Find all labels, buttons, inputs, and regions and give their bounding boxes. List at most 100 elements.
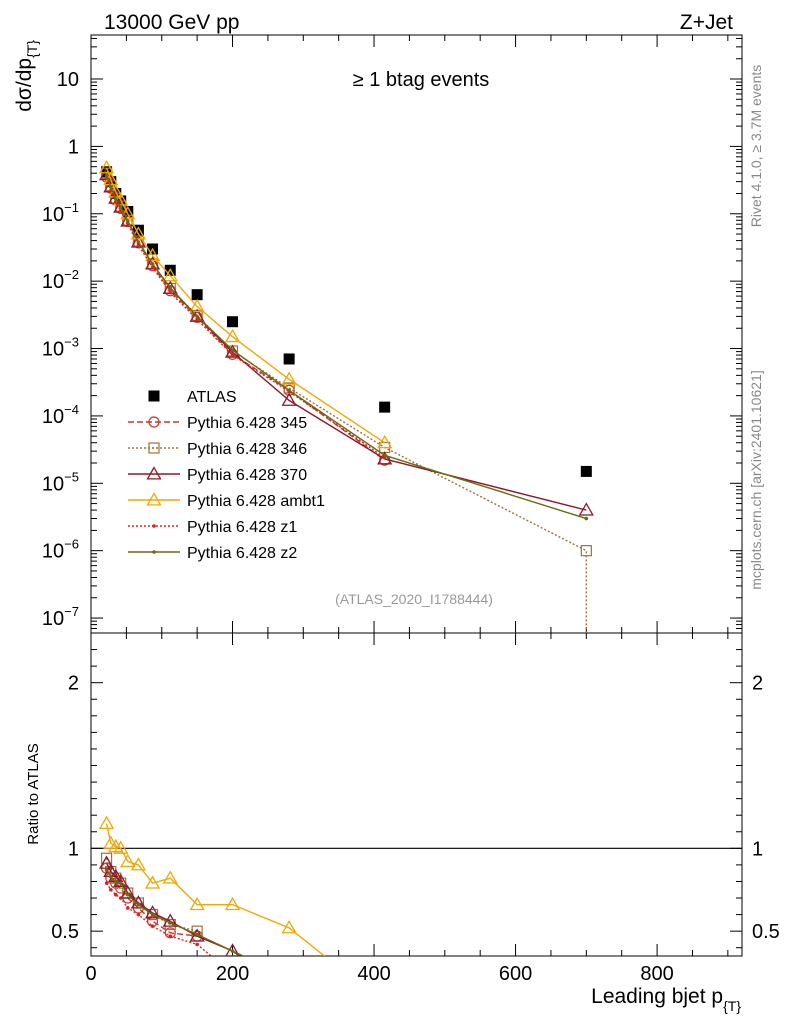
ratio-series-group bbox=[98, 815, 325, 956]
main-y-tick-label-exp: −2 bbox=[64, 267, 79, 282]
main-series-pythia-6-428-z2-marker bbox=[150, 262, 155, 266]
main-series-pythia-6-428-z1-marker bbox=[150, 265, 155, 270]
main-y-tick-label-exp: −1 bbox=[64, 200, 79, 215]
legend-item-pythia-6-428-346: Pythia 6.428 346 bbox=[128, 441, 307, 458]
ratio-series-pythia-6-428-ambt1-marker bbox=[281, 920, 297, 934]
ratio-y-tick-label: 2 bbox=[68, 673, 79, 695]
main-y-tick-label-base: 1 bbox=[68, 136, 79, 158]
ratio-series-pythia-6-428-ambt1 bbox=[98, 815, 325, 956]
ratio-series-pythia-6-428-z1 bbox=[104, 881, 212, 956]
main-series-pythia-6-428-z2-marker bbox=[287, 388, 291, 393]
main-series-pythia-6-428-346-marker bbox=[580, 545, 592, 557]
main-y-tick-label-base: 10 bbox=[42, 204, 64, 226]
main-series-pythia-6-428-ambt1-marker bbox=[377, 434, 393, 449]
ratio-y-axis-label: Ratio to ATLAS bbox=[25, 743, 42, 844]
main-series-pythia-6-428-z1-marker bbox=[230, 353, 235, 357]
main-series-pythia-6-428-z1-marker bbox=[195, 317, 199, 322]
main-series-pythia-6-428-370-marker bbox=[281, 392, 297, 406]
x-tick-label: 800 bbox=[640, 963, 673, 985]
ratio-series-pythia-6-428-z2-marker bbox=[118, 881, 123, 885]
main-series-pythia-6-428-z2-marker bbox=[584, 516, 589, 521]
main-series-pythia-6-428-ambt1-marker bbox=[144, 247, 161, 262]
main-y-tick-label: 10−7 bbox=[42, 604, 79, 630]
main-series-pythia-6-428-z2-marker bbox=[113, 197, 118, 201]
main-series-pythia-6-428-ambt1 bbox=[98, 160, 393, 449]
main-series-pythia-6-428-346-line bbox=[105, 172, 588, 633]
main-y-tick-label-base: 10 bbox=[42, 271, 64, 293]
main-y-tick-label-exp: −6 bbox=[64, 537, 79, 552]
main-series-atlas bbox=[101, 166, 592, 477]
x-axis-label-sub: {T} bbox=[723, 998, 741, 1014]
legend-item-pythia-6-428-ambt1: Pythia 6.428 ambt1 bbox=[128, 492, 325, 510]
ratio-series-pythia-6-428-ambt1-marker bbox=[144, 875, 161, 889]
main-series-pythia-6-428-ambt1-marker bbox=[120, 205, 136, 220]
main-y-tick-label-exp: −7 bbox=[64, 604, 79, 619]
legend-item-pythia-6-428-346-label: Pythia 6.428 346 bbox=[187, 441, 307, 458]
ratio-series-pythia-6-428-z1-marker bbox=[125, 906, 130, 910]
ratio-series-pythia-6-428-z1-marker bbox=[136, 912, 141, 917]
process-label: Z+Jet bbox=[680, 11, 733, 34]
energy-label: 13000 GeV pp bbox=[104, 11, 239, 34]
legend-item-pythia-6-428-z1-marker bbox=[152, 524, 156, 528]
main-series-pythia-6-428-z2-marker bbox=[118, 205, 123, 210]
main-series-pythia-6-428-370-marker bbox=[578, 502, 594, 516]
legend-item-pythia-6-428-z2-marker bbox=[152, 550, 156, 554]
main-series-pythia-6-428-z2-line bbox=[105, 175, 587, 520]
main-series-group bbox=[98, 160, 594, 633]
ratio-y-tick-label: 1 bbox=[68, 838, 79, 860]
ratio-series-pythia-6-428-z2-marker bbox=[109, 874, 113, 879]
main-series-pythia-6-428-z1-marker bbox=[168, 290, 173, 295]
ratio-series-pythia-6-428-z1-marker bbox=[104, 881, 109, 885]
main-series-pythia-6-428-ambt1-marker bbox=[224, 328, 241, 343]
selection-label: ≥ 1 btag events bbox=[353, 69, 490, 91]
main-series-atlas-marker bbox=[191, 289, 203, 301]
ratio-series-pythia-6-428-z2-marker bbox=[150, 912, 155, 917]
legend-item-pythia-6-428-z1-label: Pythia 6.428 z1 bbox=[187, 519, 297, 536]
main-y-axis-label-sub: {T} bbox=[24, 40, 40, 58]
main-y-tick-label: 10−3 bbox=[42, 335, 79, 361]
main-series-atlas-marker bbox=[122, 206, 134, 218]
main-series-pythia-6-428-346 bbox=[100, 167, 592, 633]
main-y-tick-label-base: 10 bbox=[42, 541, 64, 563]
ratio-series-pythia-6-428-z1-marker bbox=[109, 887, 113, 892]
main-y-tick-label-base: 10 bbox=[42, 406, 64, 428]
ratio-series-pythia-6-428-ambt1-marker bbox=[98, 815, 115, 830]
x-tick-label: 0 bbox=[85, 963, 96, 985]
main-y-tick-label-exp: −5 bbox=[64, 469, 79, 484]
legend-item-atlas: ATLAS bbox=[148, 389, 237, 406]
main-series-pythia-6-428-ambt1-marker bbox=[281, 371, 297, 385]
legend-item-pythia-6-428-345-marker bbox=[148, 416, 160, 428]
main-series-pythia-6-428-z2-marker bbox=[195, 314, 199, 319]
main-y-tick-label: 1 bbox=[68, 136, 79, 158]
legend-item-pythia-6-428-ambt1-marker bbox=[146, 492, 162, 506]
main-series-pythia-6-428-ambt1-line bbox=[105, 167, 386, 444]
main-series-pythia-6-428-z2-marker bbox=[104, 173, 109, 178]
x-axis-label-main: Leading bjet p bbox=[591, 985, 723, 1008]
ratio-series-pythia-6-428-z1-marker bbox=[113, 892, 118, 897]
main-series-pythia-6-428-z2-marker bbox=[230, 348, 235, 352]
main-series-pythia-6-428-z2-marker bbox=[168, 285, 173, 290]
ratio-series-pythia-6-428-z2-marker bbox=[136, 902, 141, 907]
ratio-series-pythia-6-428-ambt1-marker bbox=[162, 870, 178, 884]
main-series-pythia-6-428-ambt1-marker bbox=[189, 298, 205, 313]
main-series-pythia-6-428-z2 bbox=[104, 173, 589, 521]
main-series-atlas-marker bbox=[227, 316, 239, 328]
main-y-tick-label: 10−1 bbox=[42, 200, 79, 226]
ratio-series-pythia-6-428-ambt1-marker bbox=[120, 853, 136, 868]
main-series-pythia-6-428-ambt1-marker bbox=[130, 226, 147, 240]
legend-item-pythia-6-428-z2: Pythia 6.428 z2 bbox=[128, 545, 297, 562]
ratio-series-pythia-6-428-z2-marker bbox=[230, 949, 235, 953]
main-series-pythia-6-428-z2-marker bbox=[125, 219, 130, 223]
ratio-axes: 0 200 400 600 800 0.5 0.5 1 1 2 2 bbox=[51, 633, 780, 985]
ratio-series-pythia-6-428-ambt1-marker bbox=[113, 840, 129, 854]
main-series-pythia-6-428-ambt1-marker bbox=[98, 160, 115, 174]
main-series-pythia-6-428-z2-marker bbox=[382, 453, 387, 458]
legend: ATLAS Pythia 6.428 345 Pythia 6.428 346 Pyt… bbox=[128, 389, 325, 562]
main-y-tick-label-exp: −3 bbox=[64, 335, 79, 350]
ratio-y-tick-label-right: 2 bbox=[752, 673, 763, 695]
main-series-atlas-marker bbox=[132, 224, 144, 236]
main-series-pythia-6-428-370-line bbox=[105, 174, 587, 511]
ratio-y-tick-label-right: 0.5 bbox=[752, 921, 780, 943]
main-y-tick-label: 10−5 bbox=[42, 469, 79, 495]
